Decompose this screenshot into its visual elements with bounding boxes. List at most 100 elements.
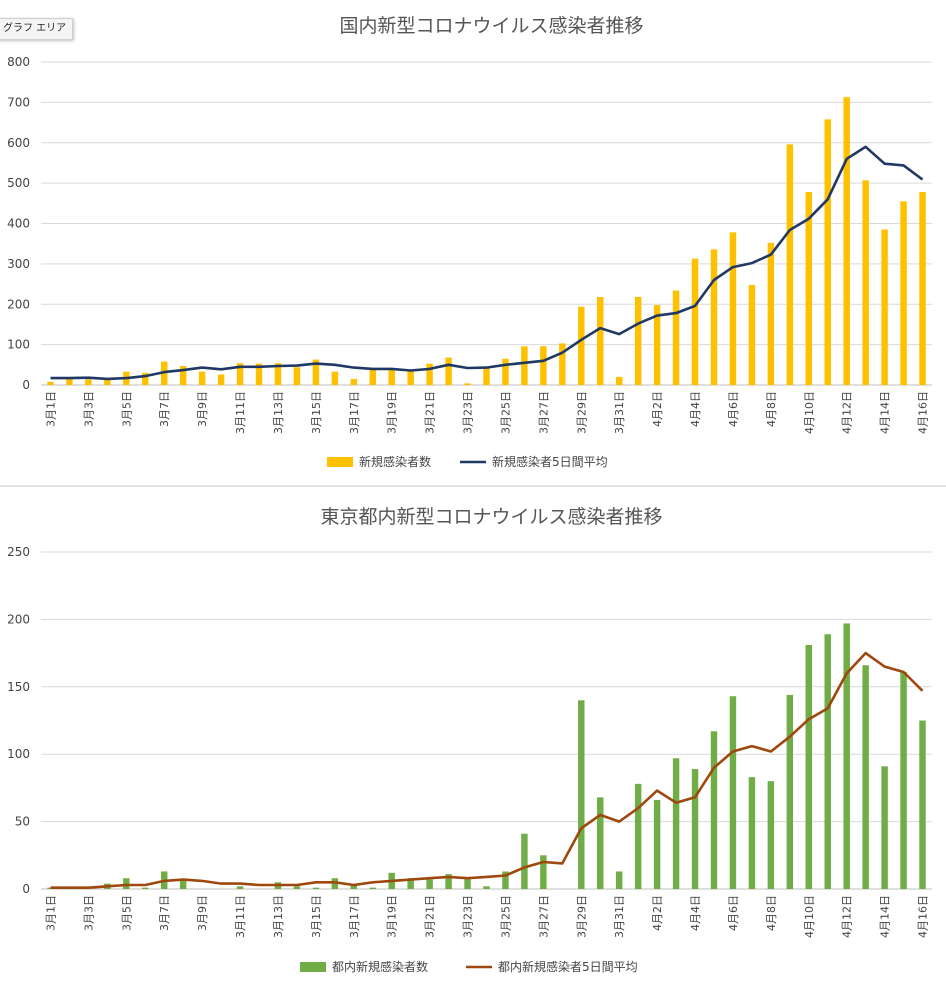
bar — [672, 758, 680, 889]
y-tick-label: 100 — [7, 338, 30, 352]
bar — [464, 878, 471, 889]
x-tick-label: 3月9日 — [196, 895, 209, 931]
y-tick-label: 400 — [7, 217, 30, 231]
y-tick-label: 500 — [7, 176, 30, 190]
bar — [862, 180, 869, 385]
bar — [104, 379, 111, 385]
bar — [805, 192, 812, 385]
y-tick-label: 100 — [7, 747, 30, 761]
x-tick-label: 3月1日 — [44, 895, 57, 931]
bar — [521, 833, 528, 889]
bar — [47, 381, 54, 385]
x-tick-label: 4月12日 — [841, 391, 854, 434]
y-tick-label: 150 — [7, 680, 30, 694]
legend-bar-swatch — [327, 457, 353, 467]
national-chart[interactable]: 国内新型コロナウイルス感染者推移 0 100 200 300 400 500 600 700 80… — [0, 0, 946, 482]
bar — [236, 363, 244, 385]
x-tick-label: 3月25日 — [499, 895, 512, 938]
bar — [407, 370, 414, 385]
x-tick-label: 4月10日 — [803, 895, 816, 938]
x-tick-label: 3月9日 — [196, 391, 209, 427]
x-tick-label: 3月27日 — [537, 895, 550, 938]
bar — [47, 887, 54, 889]
bar — [483, 886, 490, 889]
bar — [634, 783, 642, 889]
bar — [824, 119, 831, 386]
bar — [369, 887, 376, 889]
legend-bar-swatch — [300, 962, 326, 972]
bar — [710, 731, 718, 889]
x-tick-label: 4月2日 — [651, 391, 664, 427]
bar — [786, 694, 794, 889]
x-tick-label: 4月2日 — [651, 895, 664, 931]
x-tick-label: 4月4日 — [689, 391, 702, 427]
bar — [293, 367, 301, 385]
bar — [843, 623, 850, 889]
bar — [350, 884, 358, 889]
bar — [369, 369, 376, 385]
bar — [805, 645, 812, 889]
bar — [464, 383, 471, 385]
x-tick-label: 3月15日 — [310, 895, 323, 938]
bar — [426, 879, 433, 889]
x-tick-label: 3月25日 — [499, 391, 512, 434]
bar — [729, 232, 737, 385]
bar — [748, 284, 756, 385]
x-tick-label: 3月23日 — [462, 895, 475, 938]
bar — [502, 871, 509, 889]
y-tick-label: 700 — [7, 95, 30, 109]
bar — [123, 878, 130, 889]
bar — [919, 720, 926, 889]
bar — [691, 258, 699, 385]
bar — [559, 343, 566, 385]
legend-line-label: 都内新規感染者5日間平均 — [498, 959, 638, 974]
legend-bar-label: 都内新規感染者数 — [332, 959, 428, 974]
x-tick-label: 3月13日 — [272, 895, 285, 938]
x-tick-label: 3月23日 — [462, 391, 475, 434]
bar — [900, 671, 907, 889]
bar — [407, 878, 414, 889]
y-tick-label: 800 — [7, 55, 30, 69]
x-tick-label: 3月1日 — [44, 391, 57, 427]
x-tick-label: 4月10日 — [803, 391, 816, 434]
bar — [521, 346, 528, 385]
bar — [748, 777, 756, 889]
x-tick-label: 3月7日 — [158, 895, 171, 931]
bar — [255, 363, 263, 385]
bar — [615, 376, 623, 385]
bar — [653, 800, 661, 889]
bar — [843, 97, 850, 385]
y-tick-label: 50 — [15, 815, 30, 829]
x-tick-label: 3月7日 — [158, 391, 171, 427]
bar — [274, 363, 282, 385]
x-tick-label: 4月16日 — [917, 391, 930, 434]
x-tick-label: 3月29日 — [575, 895, 588, 938]
bar — [578, 700, 585, 889]
x-tick-label: 4月6日 — [727, 391, 740, 427]
tokyo-chart[interactable]: 東京都内新型コロナウイルス感染者推移 0 50 100 150 200 250 3月1日 3月3… — [0, 490, 946, 990]
bar — [179, 880, 187, 889]
bar — [767, 781, 775, 889]
bar — [578, 306, 585, 385]
x-tick-label: 3月21日 — [424, 895, 437, 938]
y-tick-label: 600 — [7, 136, 30, 150]
bar — [198, 371, 206, 385]
bar — [786, 144, 794, 385]
bar — [426, 363, 433, 385]
x-tick-label: 4月12日 — [841, 895, 854, 938]
chart-title: 東京都内新型コロナウイルス感染者推移 — [320, 506, 662, 528]
average-line — [50, 651, 924, 890]
x-tick-label: 3月17日 — [348, 391, 361, 434]
bar — [862, 665, 869, 889]
bar — [691, 769, 699, 889]
y-tick-label: 200 — [7, 297, 30, 311]
bar — [445, 874, 452, 889]
x-tick-label: 3月31日 — [613, 391, 626, 434]
bar — [824, 634, 831, 889]
average-line — [50, 145, 924, 381]
x-tick-label: 3月11日 — [234, 391, 247, 434]
bar — [634, 296, 642, 385]
x-tick-label: 3月17日 — [348, 895, 361, 938]
x-tick-label: 3月5日 — [120, 895, 133, 931]
bar — [236, 886, 244, 889]
